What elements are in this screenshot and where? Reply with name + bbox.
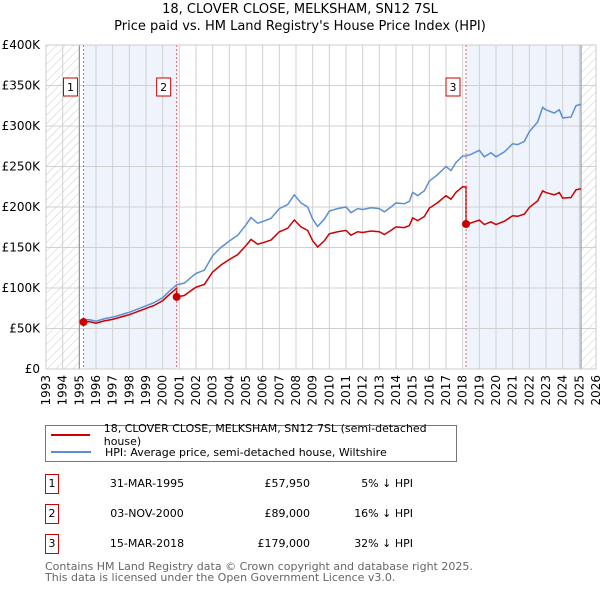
sale-price: £57,950 bbox=[264, 477, 311, 490]
hpi-line bbox=[79, 103, 582, 322]
chart-title: 18, CLOVER CLOSE, MELKSHAM, SN12 7SL bbox=[162, 2, 438, 17]
y-tick-label: £200K bbox=[2, 200, 42, 214]
x-tick-label: 2004 bbox=[222, 375, 236, 406]
x-tick-label: 2017 bbox=[439, 375, 453, 406]
footer-copyright: Contains HM Land Registry data © Crown c… bbox=[45, 560, 473, 573]
x-tick-label: 2001 bbox=[172, 375, 186, 406]
y-tick-label: £250K bbox=[2, 160, 42, 174]
legend-item-property: 18, CLOVER CLOSE, MELKSHAM, SN12 7SL (se… bbox=[46, 422, 456, 448]
x-tick-label: 1994 bbox=[56, 375, 70, 406]
x-tick-label: 2021 bbox=[506, 375, 520, 406]
x-tick-label: 2005 bbox=[239, 375, 253, 406]
x-tick-label: 1997 bbox=[106, 375, 120, 406]
x-tick-label: 2023 bbox=[539, 375, 553, 406]
sale-label: 3 bbox=[450, 81, 457, 94]
x-tick-label: 2015 bbox=[406, 375, 420, 406]
y-tick-label: £300K bbox=[2, 119, 42, 133]
sale-label-box bbox=[63, 77, 78, 97]
x-tick-label: 2024 bbox=[556, 375, 570, 406]
sale-point bbox=[462, 220, 470, 229]
sale-label-box bbox=[445, 77, 461, 97]
sale-marker-box: 3 bbox=[45, 534, 59, 554]
footer-licence: This data is licensed under the Open Gov… bbox=[45, 571, 396, 584]
x-tick-label: 2000 bbox=[156, 375, 170, 406]
x-tick-label: 2018 bbox=[456, 375, 470, 406]
sale-price: £89,000 bbox=[264, 507, 311, 520]
y-tick-label: £50K bbox=[9, 322, 41, 336]
x-tick-label: 2010 bbox=[322, 375, 336, 406]
sale-label: 2 bbox=[160, 81, 167, 94]
legend-item-hpi: HPI: Average price, semi-detached house,… bbox=[46, 444, 387, 460]
x-tick-label: 2008 bbox=[289, 375, 303, 406]
chart-subtitle: Price paid vs. HM Land Registry's House … bbox=[114, 19, 486, 34]
x-tick-label: 1996 bbox=[89, 375, 103, 406]
y-tick-label: £350K bbox=[2, 79, 42, 93]
legend: 18, CLOVER CLOSE, MELKSHAM, SN12 7SL (se… bbox=[45, 422, 457, 462]
x-tick-label: 2003 bbox=[206, 375, 220, 406]
x-tick-label: 1995 bbox=[72, 375, 86, 406]
x-tick-label: 2022 bbox=[522, 375, 536, 406]
sale-label-box bbox=[156, 77, 172, 97]
x-tick-label: 1993 bbox=[39, 375, 53, 406]
sale-date: 03-NOV-2000 bbox=[110, 507, 184, 520]
x-tick-label: 2026 bbox=[589, 375, 600, 406]
sale-hpi-diff: 16% ↓ HPI bbox=[354, 507, 413, 520]
x-tick-label: 2006 bbox=[256, 375, 270, 406]
sale-marker-box: 1 bbox=[45, 474, 59, 494]
legend-label: 18, CLOVER CLOSE, MELKSHAM, SN12 7SL (se… bbox=[103, 422, 427, 448]
y-tick-label: £100K bbox=[2, 281, 42, 295]
sale-date: 31-MAR-1995 bbox=[109, 477, 185, 490]
legend-swatch-hpi bbox=[51, 451, 91, 453]
legend-swatch-property bbox=[51, 434, 90, 436]
sale-hpi-diff: 32% ↓ HPI bbox=[354, 537, 413, 550]
y-tick-label: £150K bbox=[2, 241, 42, 255]
x-tick-label: 1998 bbox=[122, 375, 136, 406]
x-tick-label: 2007 bbox=[272, 375, 286, 406]
legend-label: HPI: Average price, semi-detached house,… bbox=[105, 445, 387, 459]
x-tick-label: 2009 bbox=[306, 375, 320, 406]
sale-point bbox=[79, 318, 88, 327]
x-tick-label: 2002 bbox=[189, 375, 203, 406]
x-tick-label: 2025 bbox=[572, 375, 586, 406]
sale-marker-box: 2 bbox=[45, 504, 59, 524]
plot-border bbox=[45, 44, 597, 370]
y-tick-label: £0 bbox=[25, 362, 40, 376]
sale-point bbox=[172, 292, 181, 301]
sale-hpi-diff: 5% ↓ HPI bbox=[361, 477, 413, 490]
y-tick-label: £400K bbox=[2, 38, 42, 52]
x-tick-label: 2020 bbox=[489, 375, 503, 406]
x-tick-label: 2011 bbox=[339, 375, 353, 406]
x-tick-label: 2019 bbox=[472, 375, 486, 406]
price-chart: 1993 1994 1995 1996 1997 1998 1999 2000 2001 2002… bbox=[2, 38, 600, 406]
sale-label: 1 bbox=[67, 81, 74, 94]
sale-price: £179,000 bbox=[257, 537, 311, 550]
x-tick-label: 2016 bbox=[422, 375, 436, 406]
sale-date: 15-MAR-2018 bbox=[109, 537, 185, 550]
x-tick-label: 2012 bbox=[356, 375, 370, 406]
x-tick-label: 2014 bbox=[389, 375, 403, 406]
x-tick-label: 1999 bbox=[139, 375, 153, 406]
x-tick-label: 2013 bbox=[372, 375, 386, 406]
